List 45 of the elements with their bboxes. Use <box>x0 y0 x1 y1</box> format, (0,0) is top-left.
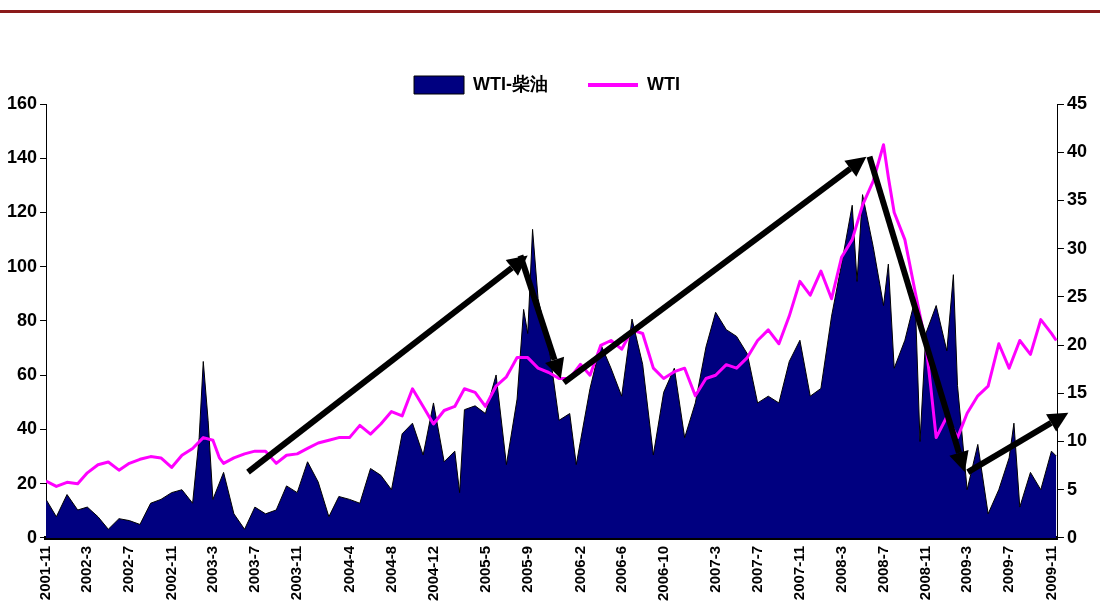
x-tick-label: 2005-5 <box>475 545 493 593</box>
y2-tick-label: 10 <box>1066 430 1088 451</box>
x-tick-label: 2003-3 <box>203 545 221 593</box>
x-tick-label: 2007-3 <box>705 545 723 593</box>
x-tick-label: 2006-2 <box>570 545 588 593</box>
y-tick-label: 0 <box>27 526 38 547</box>
x-tick-label: 2003-7 <box>245 545 263 593</box>
y-tick-label: 100 <box>6 255 38 276</box>
y-tick-label: 140 <box>6 147 38 168</box>
y-tick-label: 40 <box>17 418 38 439</box>
x-tick-label: 2004-8 <box>381 545 399 593</box>
x-tick-label: 2003-11 <box>287 545 305 601</box>
y-tick-label: 120 <box>6 201 38 222</box>
x-tick-label: 2002-7 <box>119 545 137 593</box>
x-tick-label: 2007-7 <box>747 545 765 593</box>
x-tick-label: 2004-12 <box>423 545 441 602</box>
x-tick-label: 2001-11 <box>36 545 54 601</box>
y2-tick-label: 25 <box>1066 285 1088 306</box>
y2-tick-label: 5 <box>1066 478 1077 499</box>
y-tick-label: 80 <box>17 309 38 330</box>
x-tick-label: 2002-11 <box>161 545 179 601</box>
x-tick-label: 2009-11 <box>1041 545 1059 601</box>
y2-tick-label: 45 <box>1066 92 1088 113</box>
y2-tick-label: 20 <box>1066 334 1088 355</box>
x-tick-label: 2006-6 <box>611 545 629 593</box>
x-tick-label: 2009-7 <box>999 545 1017 593</box>
y2-tick-label: 30 <box>1066 237 1088 258</box>
x-tick-label: 2008-11 <box>915 545 933 601</box>
y2-tick-label: 40 <box>1066 141 1088 162</box>
y-tick-label: 60 <box>17 364 38 385</box>
y2-tick-label: 0 <box>1066 526 1077 547</box>
x-tick-label: 2008-3 <box>831 545 849 593</box>
x-tick-label: 2006-10 <box>653 545 671 602</box>
y-tick-label: 20 <box>17 472 38 493</box>
x-tick-label: 2007-11 <box>790 545 808 601</box>
x-tick-label: 2005-9 <box>517 545 535 593</box>
x-tick-label: 2002-3 <box>77 545 95 593</box>
legend-label: WTI-柴油 <box>473 73 548 94</box>
x-tick-label: 2008-7 <box>873 545 891 593</box>
legend-label: WTI <box>647 73 680 94</box>
y2-tick-label: 35 <box>1066 189 1088 210</box>
y-tick-label: 160 <box>6 92 38 113</box>
x-tick-label: 2009-3 <box>957 545 975 593</box>
y2-tick-label: 15 <box>1066 382 1088 403</box>
x-tick-label: 2004-4 <box>339 545 357 593</box>
